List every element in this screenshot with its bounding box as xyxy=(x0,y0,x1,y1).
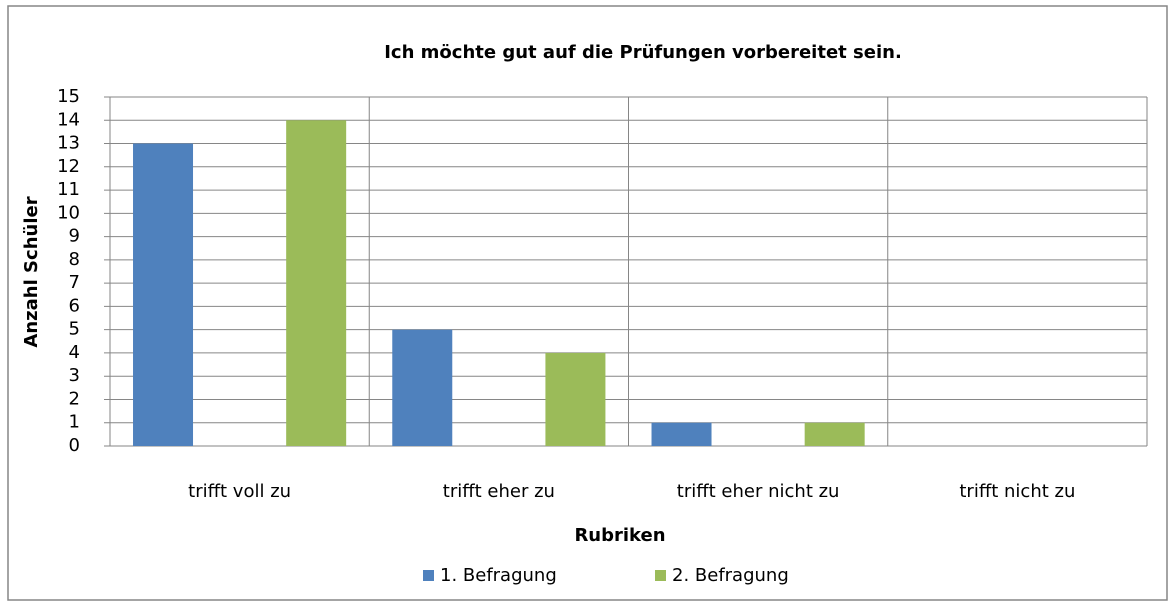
legend-label: 1. Befragung xyxy=(440,565,557,586)
y-tick-label: 7 xyxy=(69,272,80,293)
y-tick-label: 1 xyxy=(69,412,80,433)
bar xyxy=(286,120,347,447)
legend-swatch xyxy=(423,570,434,581)
y-tick-label: 12 xyxy=(57,156,80,177)
y-tick-label: 5 xyxy=(69,319,80,340)
y-tick-label: 13 xyxy=(57,133,80,154)
bar xyxy=(804,422,865,446)
x-tick-label: trifft eher nicht zu xyxy=(677,481,840,502)
bar xyxy=(392,329,453,446)
legend-label: 2. Befragung xyxy=(672,565,789,586)
y-tick-label: 0 xyxy=(69,435,80,456)
bar xyxy=(651,422,712,446)
legend-swatch xyxy=(655,570,666,581)
y-tick-label: 4 xyxy=(69,342,80,363)
bar xyxy=(545,352,606,446)
x-tick-label: trifft nicht zu xyxy=(959,481,1075,502)
chart-border xyxy=(7,5,1168,601)
y-tick-label: 10 xyxy=(57,202,80,223)
chart-title: Ich möchte gut auf die Prüfungen vorbere… xyxy=(384,42,902,63)
y-axis-label: Anzahl Schüler xyxy=(21,196,42,347)
x-tick-label: trifft voll zu xyxy=(188,481,291,502)
bar xyxy=(133,143,194,447)
y-tick-label: 3 xyxy=(69,365,80,386)
y-tick-label: 8 xyxy=(69,249,80,270)
y-tick-label: 14 xyxy=(57,109,80,130)
y-tick-label: 15 xyxy=(57,86,80,107)
y-tick-label: 11 xyxy=(57,179,80,200)
y-tick-label: 9 xyxy=(69,226,80,247)
x-axis-label: Rubriken xyxy=(574,525,665,546)
y-tick-label: 6 xyxy=(69,295,80,316)
y-tick-label: 2 xyxy=(69,388,80,409)
x-tick-label: trifft eher zu xyxy=(443,481,555,502)
